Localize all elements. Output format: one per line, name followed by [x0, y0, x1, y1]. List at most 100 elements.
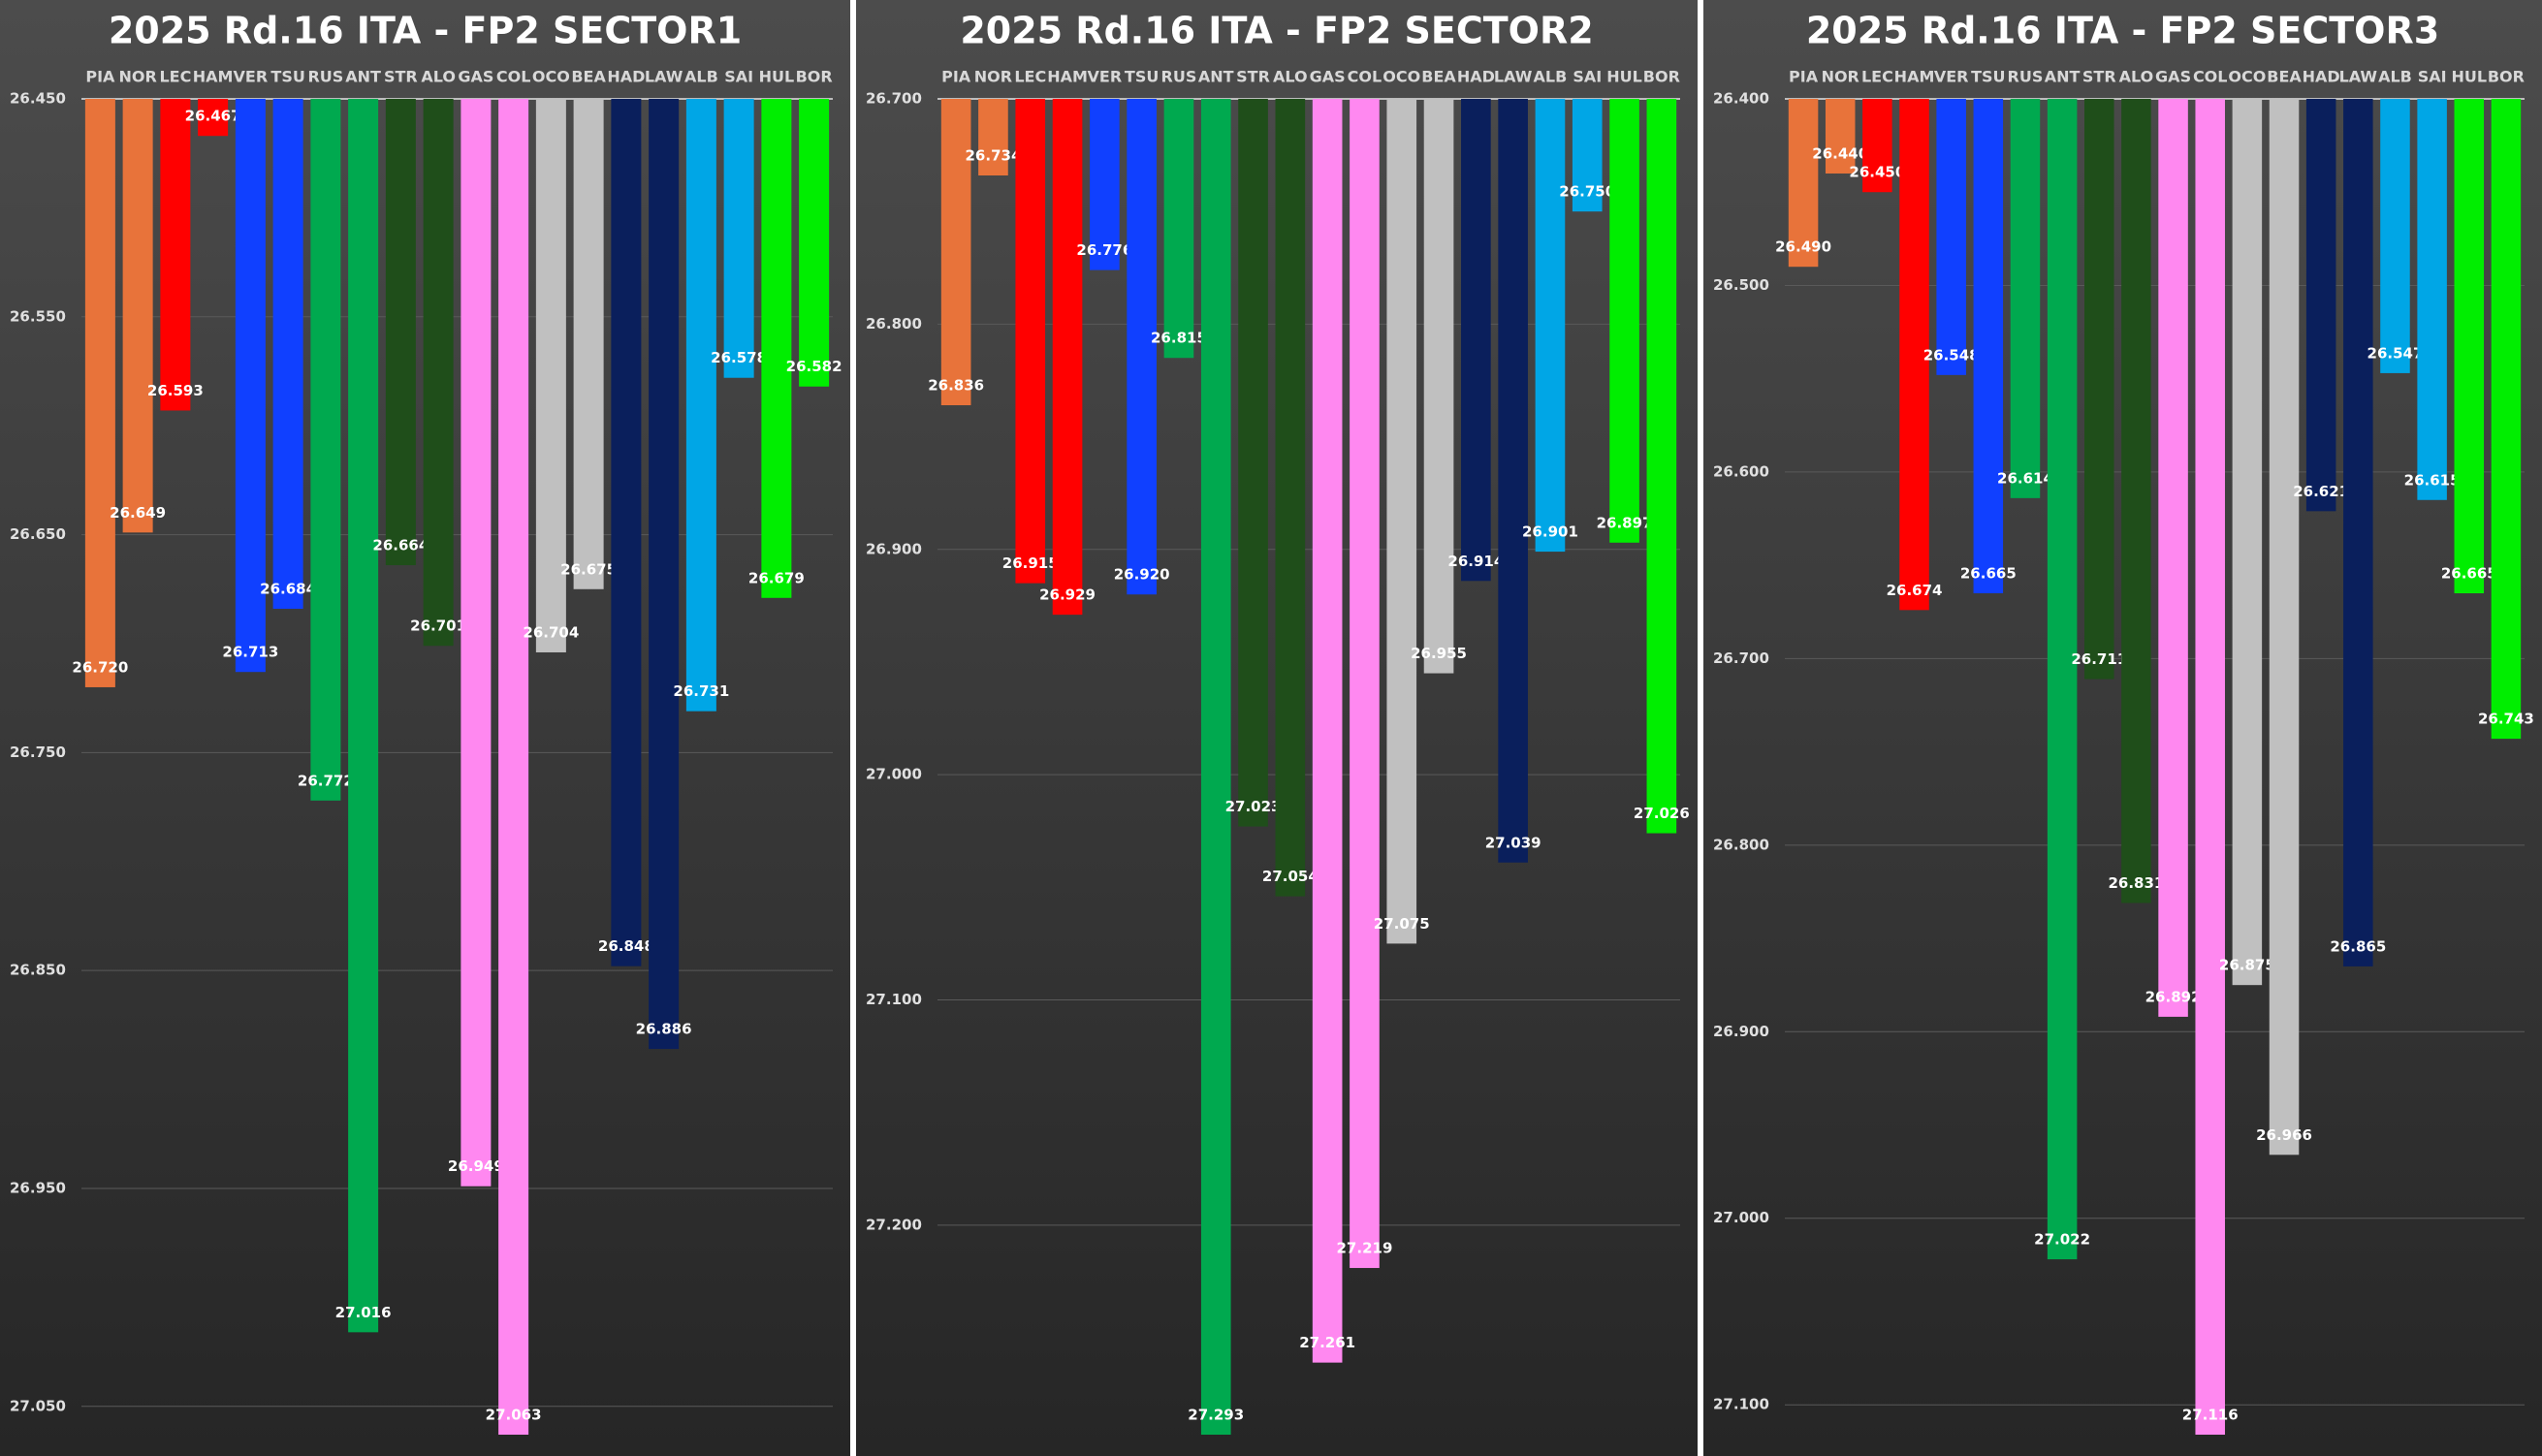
bar: [1572, 99, 1603, 212]
value-label: 26.467: [185, 108, 241, 125]
bar: [84, 99, 115, 687]
chart-title: 2025 Rd.16 ITA - FP2 SECTOR1: [109, 10, 742, 52]
x-tick-label: GAS: [458, 68, 493, 86]
value-label: 26.704: [523, 623, 579, 641]
value-label: 26.815: [1151, 330, 1207, 347]
y-tick-label: 26.850: [10, 962, 66, 979]
x-tick-label: SAI: [2418, 68, 2447, 86]
bar: [1127, 99, 1157, 595]
x-tick-label: COL: [1348, 68, 1382, 86]
x-tick-label: LEC: [1861, 68, 1893, 86]
x-tick-label: ALB: [1534, 68, 1568, 86]
value-label: 26.675: [560, 560, 617, 578]
value-label: 27.116: [2182, 1407, 2239, 1424]
bar: [2417, 99, 2447, 500]
value-label: 27.022: [2034, 1231, 2090, 1249]
value-label: 27.016: [335, 1304, 392, 1321]
y-tick-label: 26.900: [866, 540, 922, 557]
bar: [1200, 99, 1231, 1435]
x-tick-label: LAW: [2339, 68, 2378, 86]
x-tick-label: BEA: [571, 68, 606, 86]
bar: [799, 99, 830, 387]
value-label: 26.886: [636, 1021, 692, 1038]
bar: [198, 99, 229, 137]
x-tick-label: LAW: [1494, 68, 1533, 86]
bar: [573, 99, 604, 589]
y-tick-label: 26.400: [1713, 90, 1769, 108]
value-label: 26.578: [711, 349, 767, 366]
value-label: 26.915: [1002, 554, 1059, 572]
bar: [461, 99, 492, 1187]
bar: [272, 99, 303, 610]
y-tick-label: 27.050: [10, 1397, 66, 1414]
value-label: 26.875: [2219, 957, 2275, 974]
value-label: 27.063: [486, 1407, 542, 1424]
bar: [1275, 99, 1306, 897]
x-tick-label: OCO: [2228, 68, 2266, 86]
bar: [2195, 99, 2225, 1435]
x-tick-label: RUS: [1161, 68, 1197, 86]
y-tick-label: 26.650: [10, 525, 66, 543]
bar: [1350, 99, 1380, 1269]
y-tick-label: 27.000: [866, 766, 922, 783]
value-label: 26.614: [1997, 469, 2053, 487]
bar: [160, 99, 191, 411]
x-tick-label: BOR: [1643, 68, 1680, 86]
x-tick-label: BEA: [2267, 68, 2302, 86]
y-tick-label: 26.700: [1713, 649, 1769, 667]
y-tick-label: 27.100: [866, 991, 922, 1008]
x-tick-label: TSU: [1971, 68, 2005, 86]
x-tick-label: PIA: [85, 68, 115, 86]
x-tick-label: OCO: [532, 68, 570, 86]
value-label: 26.684: [260, 581, 316, 598]
x-tick-label: STR: [1236, 68, 1270, 86]
value-label: 26.731: [673, 682, 729, 700]
x-tick-label: HAM: [193, 68, 234, 86]
value-label: 26.848: [598, 937, 654, 955]
y-tick-label: 27.100: [1713, 1396, 1769, 1413]
value-label: 26.450: [1849, 164, 1905, 181]
value-label: 27.054: [1262, 868, 1319, 885]
bar: [2305, 99, 2336, 512]
y-tick-label: 26.750: [10, 744, 66, 761]
value-label: 26.955: [1411, 645, 1467, 662]
x-tick-label: LEC: [1014, 68, 1046, 86]
value-label: 26.440: [1812, 144, 1868, 162]
bar: [940, 99, 971, 406]
value-label: 27.039: [1485, 834, 1541, 851]
bar: [1973, 99, 2004, 594]
value-label: 27.293: [1188, 1407, 1244, 1424]
bar: [1825, 99, 1856, 174]
x-tick-label: BOR: [2488, 68, 2525, 86]
bar: [2343, 99, 2373, 966]
bar: [1238, 99, 1268, 827]
bar: [122, 99, 153, 533]
x-tick-label: LAW: [645, 68, 683, 86]
x-tick-label: HUL: [1606, 68, 1642, 86]
value-label: 26.743: [2478, 711, 2534, 728]
bar: [2084, 99, 2114, 680]
value-label: 26.772: [298, 772, 354, 789]
y-tick-label: 27.200: [866, 1216, 922, 1233]
x-tick-label: ANT: [2045, 68, 2081, 86]
y-tick-label: 26.800: [866, 315, 922, 332]
value-label: 26.665: [1960, 565, 2017, 583]
x-tick-label: NOR: [1822, 68, 1859, 86]
bar: [649, 99, 680, 1050]
value-label: 27.023: [1225, 798, 1282, 815]
bar: [1535, 99, 1566, 553]
x-tick-label: PIA: [1789, 68, 1819, 86]
x-tick-label: GAS: [2155, 68, 2191, 86]
x-tick-label: VER: [234, 68, 269, 86]
bar: [535, 99, 566, 652]
value-label: 26.615: [2404, 471, 2461, 489]
x-tick-label: VER: [1934, 68, 1969, 86]
bar: [1163, 99, 1194, 359]
x-tick-label: RUS: [307, 68, 343, 86]
x-tick-label: OCO: [1382, 68, 1420, 86]
bar: [2047, 99, 2078, 1260]
x-tick-label: ANT: [1198, 68, 1234, 86]
bar: [1423, 99, 1454, 674]
x-tick-label: PIA: [941, 68, 971, 86]
